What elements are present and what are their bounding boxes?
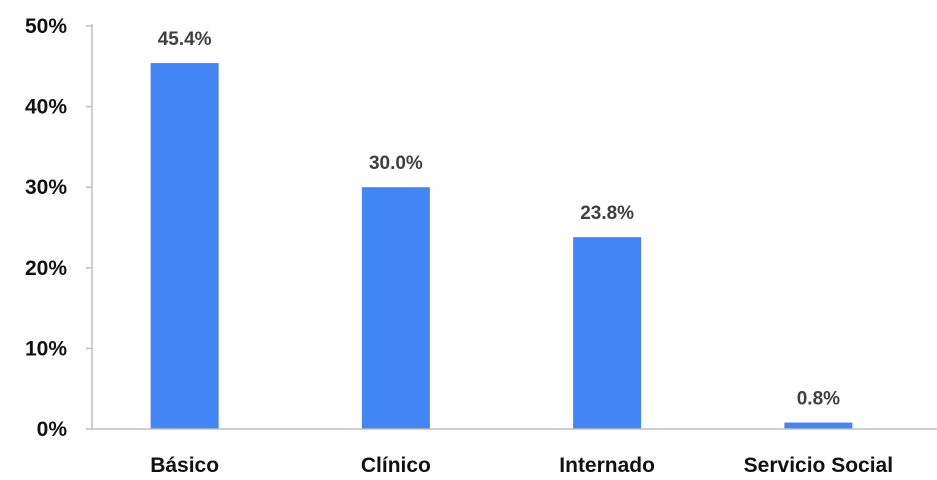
y-tick-label: 0%	[37, 418, 68, 441]
bar-internado	[573, 237, 642, 429]
data-labels: 45.4% 30.0% 23.8% 0.8%	[158, 29, 840, 409]
x-axis: Básico Clínico Internado Servicio Social	[92, 428, 937, 477]
data-label: 0.8%	[797, 389, 840, 410]
bar-servicio-social	[784, 422, 853, 429]
y-tick-label: 40%	[25, 96, 67, 119]
y-axis: 0% 10% 20% 30% 40% 50%	[25, 15, 93, 441]
data-label: 45.4%	[158, 29, 212, 50]
bar-básico	[150, 63, 219, 430]
data-label: 23.8%	[580, 203, 634, 224]
y-tick-label: 10%	[25, 337, 67, 360]
y-tick-label: 30%	[25, 176, 67, 199]
x-tick-label: Servicio Social	[744, 454, 893, 477]
bar-clínico	[361, 187, 430, 429]
y-tick-label: 20%	[25, 257, 67, 280]
data-label: 30.0%	[369, 153, 423, 174]
bars	[150, 63, 853, 430]
x-tick-label: Internado	[559, 454, 655, 477]
y-tick-label: 50%	[25, 15, 67, 38]
x-tick-label: Básico	[150, 454, 219, 477]
x-tick-label: Clínico	[361, 454, 431, 477]
